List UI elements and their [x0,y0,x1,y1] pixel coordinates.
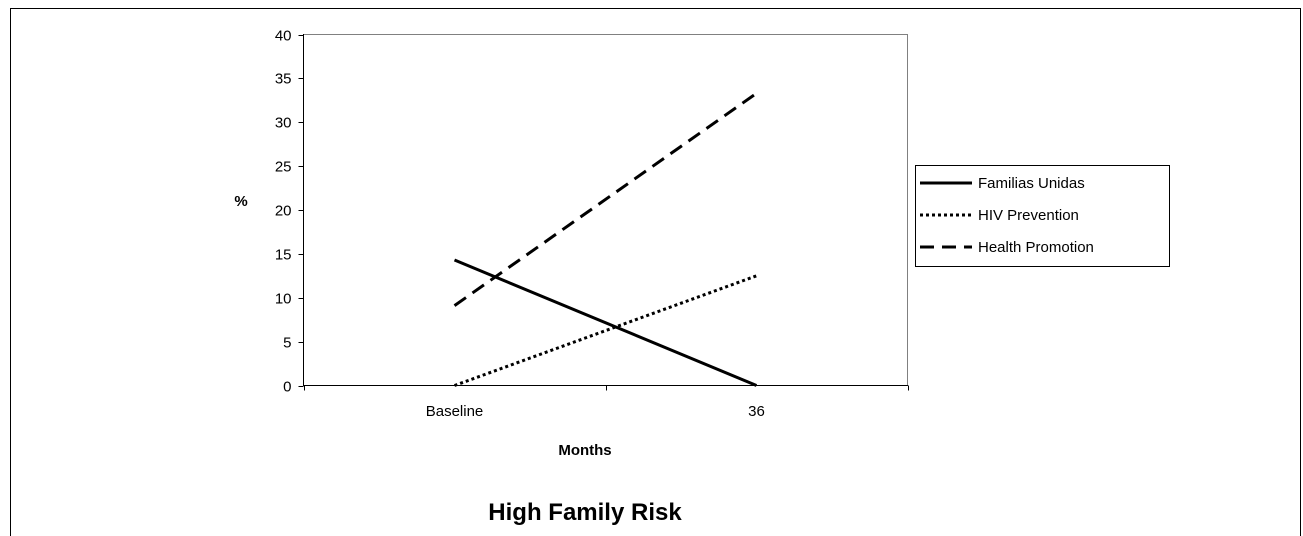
y-tick-label: 20 [275,203,292,220]
series-lines [453,92,758,387]
plot-area [303,34,908,386]
legend-label: Health Promotion [978,239,1094,256]
y-tick-label: 40 [275,28,292,45]
y-tick-label: 5 [283,335,291,352]
series-line-health-promotion [453,92,758,307]
chart-border [10,8,1301,536]
series-line-hiv-prevention [453,274,758,387]
y-tick-label: 0 [283,379,291,396]
chart-title: High Family Risk [488,499,682,526]
legend: Familias Unidas HIV Prevention Health Prom… [915,165,1170,267]
y-tick-label: 30 [275,115,292,132]
y-axis-title: % [234,193,247,210]
x-axis-title: Months [558,442,611,459]
x-tick-label: 36 [748,403,765,420]
y-tick-label: 15 [275,247,292,264]
legend-label: HIV Prevention [978,207,1079,224]
y-axis-ticks: 0 5 10 15 20 25 30 35 40 [275,28,304,396]
x-tick-label: Baseline [426,403,484,420]
y-tick-label: 10 [275,291,292,308]
y-tick-label: 35 [275,71,292,88]
series-line-familias-unidas [453,258,758,387]
legend-label: Familias Unidas [978,175,1085,192]
y-tick-label: 25 [275,159,292,176]
x-axis-ticks: Baseline 36 [304,385,909,420]
